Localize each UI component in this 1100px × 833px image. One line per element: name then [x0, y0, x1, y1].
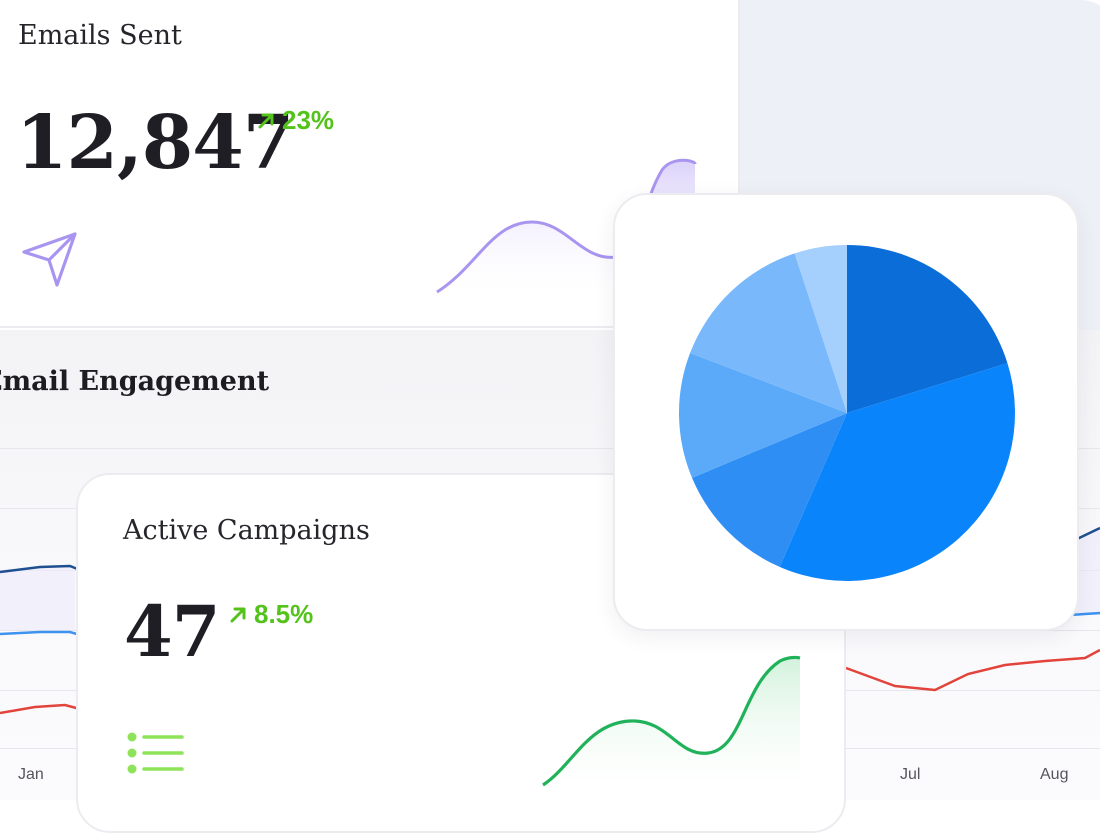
distribution-pie-card[interactable]: [613, 193, 1079, 631]
series-line-blue: [1069, 611, 1100, 617]
active-campaigns-value: 47: [124, 590, 220, 673]
month-label: Aug: [1040, 766, 1069, 783]
arrow-up-right-icon: [230, 607, 246, 622]
arrow-up-right-icon: [258, 113, 274, 128]
active-campaigns-title: Active Campaigns: [123, 515, 370, 546]
list-icon: [127, 732, 184, 774]
engagement-title: Email Engagement: [0, 366, 270, 397]
active-campaigns-sparkline: [542, 655, 801, 805]
pie-slice[interactable]: [692, 413, 847, 567]
series-line-red: [845, 648, 1100, 692]
month-label: Jan: [18, 766, 44, 783]
paper-plane-icon: [22, 232, 77, 287]
emails-sent-title: Emails Sent: [18, 20, 182, 51]
series-line-red: [0, 703, 81, 715]
series-line-dark: [0, 564, 81, 574]
pie-slice[interactable]: [779, 363, 1015, 582]
emails-sent-value: 12,847: [16, 100, 294, 186]
active-campaigns-change: 8.5%: [254, 599, 314, 629]
pie-slice[interactable]: [847, 245, 1008, 413]
pie-slice[interactable]: [794, 245, 847, 413]
series-line-blue: [0, 630, 81, 637]
engagement-line-chart: [0, 526, 1100, 715]
active-campaigns-trend: 8.5%: [228, 599, 313, 630]
pie-chart: [678, 245, 1015, 582]
emails-sent-trend: 23%: [256, 105, 334, 136]
month-label: Jul: [900, 766, 921, 783]
pie-slice[interactable]: [690, 253, 847, 413]
series-line-dark: [1074, 526, 1100, 542]
grid-line: [0, 448, 1100, 449]
pie-slice[interactable]: [678, 353, 847, 478]
emails-sent-change: 23%: [282, 105, 335, 135]
